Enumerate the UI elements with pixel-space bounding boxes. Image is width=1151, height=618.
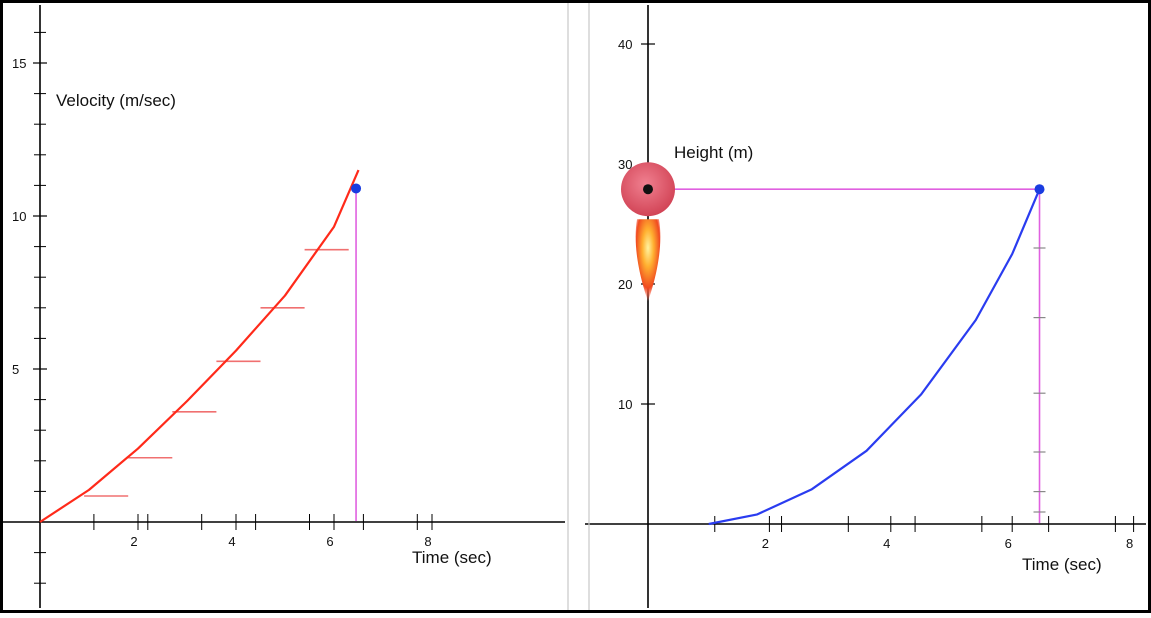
height-y-tick-label: 10 xyxy=(618,397,632,412)
velocity-marker-point xyxy=(351,183,362,194)
height-x-tick-label: 2 xyxy=(762,536,769,551)
height-series-line xyxy=(708,188,1041,526)
height-y-tick-label: 40 xyxy=(618,37,632,52)
height-x-tick-label: 8 xyxy=(1126,536,1133,551)
velocity-x-tick-label: 8 xyxy=(424,534,431,549)
height-x-tick-label: 6 xyxy=(1005,536,1012,551)
velocity-panel: 5 10 15 2 4 6 8 Velocity (m/sec) Time (sec) xyxy=(0,1,565,615)
height-y-axis-label: Height (m) xyxy=(674,143,753,162)
height-y-tick-label: 30 xyxy=(618,157,632,172)
velocity-x-tick-label: 4 xyxy=(228,534,235,549)
velocity-series-line xyxy=(39,169,360,523)
velocity-y-tick-label: 10 xyxy=(12,209,26,224)
velocity-y-tick-label: 5 xyxy=(12,362,19,377)
height-marker-point xyxy=(1034,184,1045,195)
velocity-y-tick-label: 15 xyxy=(12,56,26,71)
velocity-x-tick-label: 6 xyxy=(326,534,333,549)
height-x-axis-label: Time (sec) xyxy=(1022,555,1102,574)
height-panel: 10 20 30 40 2 4 6 8 Height (m) Time (sec) xyxy=(585,5,1146,608)
velocity-x-tick-label: 2 xyxy=(130,534,137,549)
velocity-y-axis-label: Velocity (m/sec) xyxy=(56,91,176,110)
velocity-x-axis-label: Time (sec) xyxy=(412,548,492,567)
height-x-tick-label: 4 xyxy=(883,536,890,551)
rocket-flame-icon xyxy=(635,219,661,302)
height-y-tick-label: 20 xyxy=(618,277,632,292)
height-origin-point xyxy=(643,184,653,195)
